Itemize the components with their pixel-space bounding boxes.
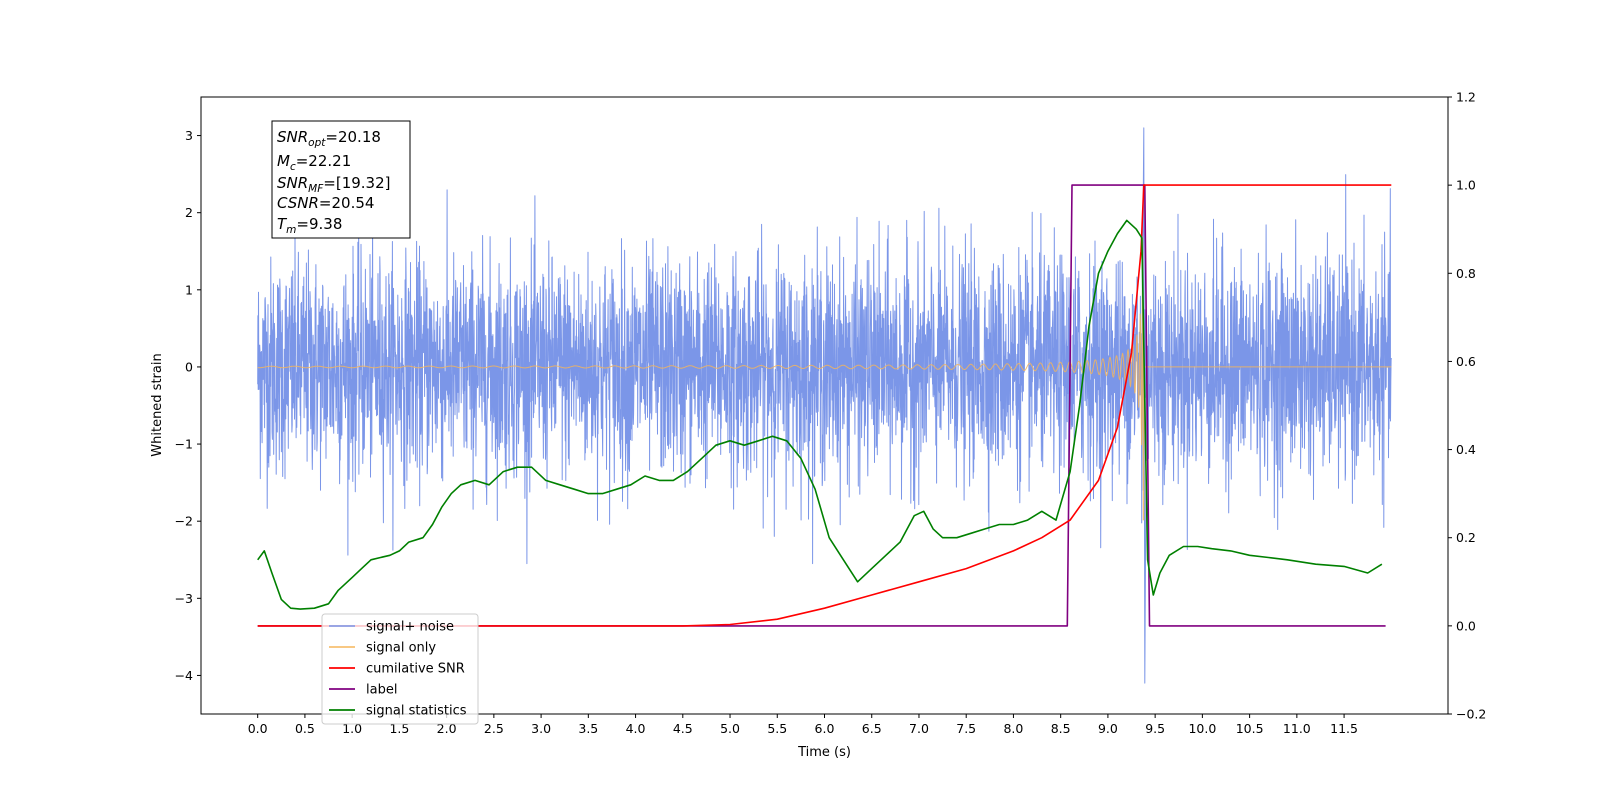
x-tick-label: 4.0 bbox=[626, 721, 646, 736]
y-tick-label: 2 bbox=[185, 205, 193, 220]
x-tick-label: 2.5 bbox=[484, 721, 504, 736]
plot-area bbox=[257, 127, 1392, 684]
annotation-snr-mf: SNRMF=[19.32] bbox=[277, 174, 391, 195]
x-tick-label: 6.5 bbox=[862, 721, 882, 736]
series-signal-statistics bbox=[257, 219, 1383, 610]
y-tick-label: −4 bbox=[175, 668, 193, 683]
x-tick-label: 0.0 bbox=[248, 721, 268, 736]
legend-label-signal-only: signal only bbox=[366, 641, 436, 656]
y2-tick-label: 0.2 bbox=[1456, 530, 1476, 545]
x-tick-label: 4.5 bbox=[673, 721, 693, 736]
y2-tick-label: 1.0 bbox=[1456, 178, 1476, 193]
x-tick-label: 5.0 bbox=[720, 721, 740, 736]
y-tick-label: −2 bbox=[175, 514, 193, 529]
metrics-annotation: SNRopt=20.18 Mc=22.21 SNRMF=[19.32] CSNR… bbox=[271, 120, 411, 239]
legend-label-signal-statistics: signal statistics bbox=[366, 704, 467, 719]
x-tick-label: 0.5 bbox=[295, 721, 315, 736]
x-tick-label: 9.5 bbox=[1145, 721, 1165, 736]
y-axis-label: Whitened strain bbox=[150, 353, 165, 456]
legend: signal+ noise signal only cumilative SNR la… bbox=[321, 613, 479, 725]
y2-tick-label: 0.0 bbox=[1456, 618, 1476, 633]
x-tick-label: 1.5 bbox=[389, 721, 409, 736]
x-tick-label: 8.0 bbox=[1003, 721, 1023, 736]
y2-tick-label: 0.6 bbox=[1456, 354, 1476, 369]
series-label bbox=[257, 184, 1386, 627]
legend-label-signal-noise: signal+ noise bbox=[366, 620, 454, 635]
y-tick-label: −1 bbox=[175, 437, 193, 452]
y-tick-label: 3 bbox=[185, 128, 193, 143]
x-tick-label: 7.5 bbox=[956, 721, 976, 736]
x-tick-label: 7.0 bbox=[909, 721, 929, 736]
annotation-snr-opt: SNRopt=20.18 bbox=[277, 128, 381, 149]
y2-tick-label: 1.2 bbox=[1456, 90, 1476, 105]
series-cumulative-snr bbox=[257, 184, 1392, 627]
x-tick-label: 3.5 bbox=[578, 721, 598, 736]
axis-ticks: 0.0 0.5 1.0 1.5 2.0 2.5 3.0 3.5 4.0 4.5 5.0 5.5 6.0 6… bbox=[175, 90, 1487, 737]
annotation-mc: Mc=22.21 bbox=[277, 152, 351, 173]
x-tick-label: 2.0 bbox=[437, 721, 457, 736]
x-tick-label: 5.5 bbox=[767, 721, 787, 736]
x-tick-label: 11.0 bbox=[1283, 721, 1311, 736]
x-tick-label: 3.0 bbox=[531, 721, 551, 736]
y-tick-label: −3 bbox=[175, 591, 193, 606]
x-tick-label: 1.0 bbox=[342, 721, 362, 736]
x-tick-label: 8.5 bbox=[1051, 721, 1071, 736]
y-tick-label: 0 bbox=[185, 359, 193, 374]
legend-label-label: label bbox=[366, 683, 397, 698]
series-signal-only bbox=[257, 237, 1392, 521]
x-tick-label: 6.0 bbox=[815, 721, 835, 736]
annotation-csnr: CSNR=20.54 bbox=[277, 194, 374, 212]
x-tick-label: 10.0 bbox=[1188, 721, 1216, 736]
y-tick-label: 1 bbox=[185, 282, 193, 297]
x-tick-label: 9.0 bbox=[1098, 721, 1118, 736]
legend-frame bbox=[321, 613, 479, 725]
y2-tick-label: −0.2 bbox=[1456, 707, 1486, 722]
legend-label-cumulative-snr: cumilative SNR bbox=[366, 662, 465, 677]
annotation-tm: Tm=9.38 bbox=[277, 215, 342, 236]
annotation-frame bbox=[271, 120, 411, 239]
x-tick-label: 10.5 bbox=[1236, 721, 1264, 736]
x-axis-label: Time (s) bbox=[797, 745, 851, 760]
x-tick-label: 11.5 bbox=[1330, 721, 1358, 736]
y2-tick-label: 0.8 bbox=[1456, 266, 1476, 281]
y2-tick-label: 0.4 bbox=[1456, 442, 1476, 457]
